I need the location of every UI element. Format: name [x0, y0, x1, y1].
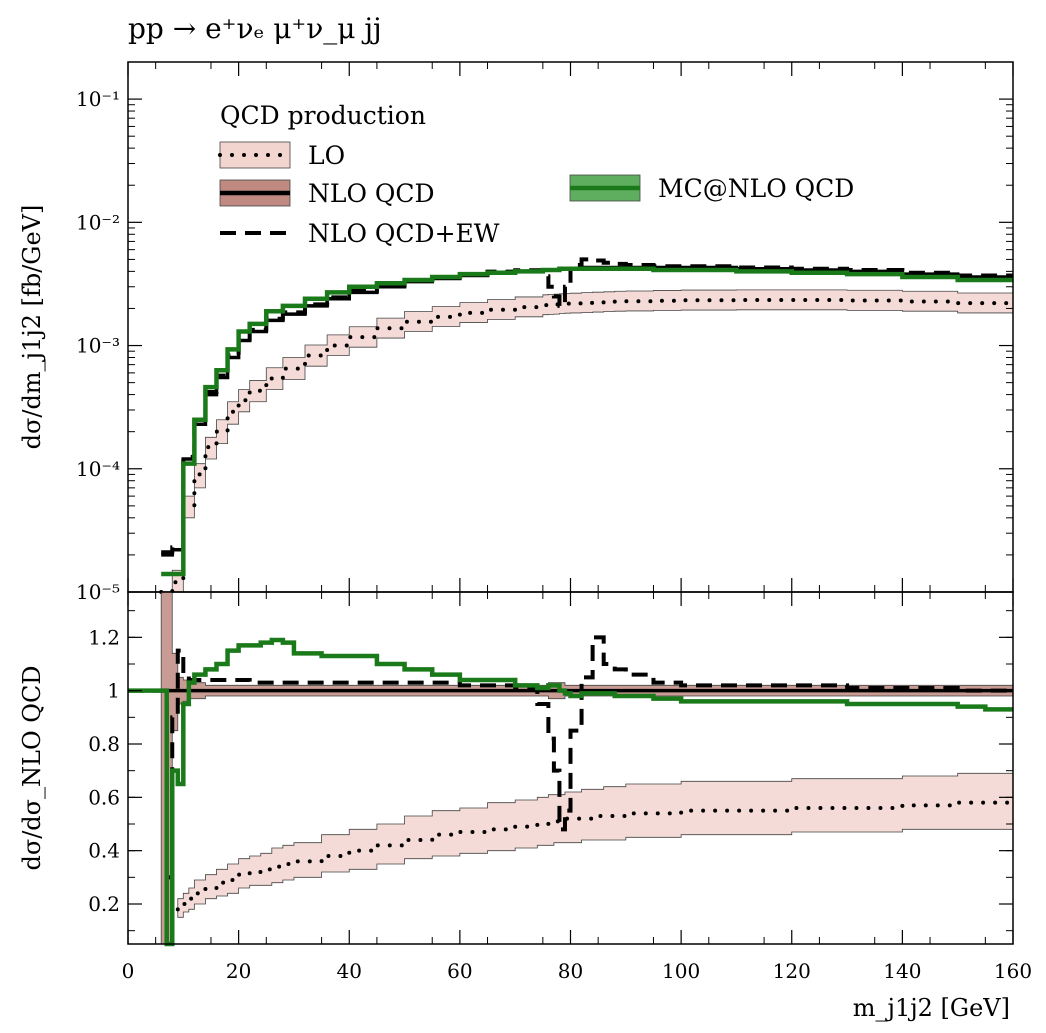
legend-title: QCD production [220, 101, 426, 130]
legend-entry-nlo-qcd-ew: NLO QCD+EW [220, 219, 500, 248]
line-mc-nlo-qcd [161, 266, 1013, 577]
main-ytick-label: 10⁻⁵ [76, 580, 120, 604]
xtick-label: 40 [337, 959, 362, 983]
legend-entries: LO NLO QCD NLO QCD+EW MC@NLO QCD [218, 141, 854, 248]
main-yticks: 10⁻⁵ 10⁻⁴ 10⁻³ 10⁻² 10⁻¹ [76, 61, 1013, 604]
legend-entry-nlo-qcd: NLO QCD [219, 179, 435, 208]
legend-label: MC@NLO QCD [658, 174, 854, 203]
ratio-ytick-label: 0.6 [88, 785, 120, 809]
band-lo [177, 772, 1014, 918]
xtick-label: 140 [883, 959, 921, 983]
main-panel: 10⁻⁵ 10⁻⁴ 10⁻³ 10⁻² 10⁻¹ dσ/dm_j1j2 [fb/GeV] [18, 61, 1015, 604]
xtick-label: 0 [122, 959, 135, 983]
ratio-ytick-label: 1 [107, 679, 120, 703]
ratio-ylabel: dσ/dσ_NLO QCD [18, 665, 46, 870]
main-ytick-label: 10⁻³ [76, 334, 120, 358]
main-ytick-label: 10⁻² [76, 210, 120, 234]
ratio-ytick-label: 0.4 [88, 839, 120, 863]
line-nlo-qcd-ew [128, 635, 1013, 880]
band-lo [161, 289, 1014, 593]
xtick-label: 60 [447, 959, 472, 983]
ratio-yticks: 0.2 0.4 0.6 0.8 1 1.2 [88, 610, 1013, 932]
ratio-ytick-label: 1.2 [88, 625, 120, 649]
main-ytick-label: 10⁻¹ [76, 87, 120, 111]
xtick-label: 160 [994, 959, 1032, 983]
legend-label: NLO QCD [308, 179, 435, 208]
legend-entry-mc-nlo-qcd: MC@NLO QCD [569, 174, 854, 203]
main-lines [159, 257, 1015, 594]
xtick-label: 120 [773, 959, 811, 983]
chart-title: pp → e⁺νₑ μ⁺ν_μ jj [128, 12, 382, 45]
main-bands [161, 289, 1014, 593]
x-axis-label: m_j1j2 [GeV] [853, 994, 1010, 1022]
x-ticks: 0 20 40 60 80 100 120 140 160 [122, 62, 1032, 983]
legend-entry-lo: LO [218, 141, 345, 170]
line-mc-nlo-qcd [128, 637, 1013, 947]
ratio-panel: 0.2 0.4 0.6 0.8 1 1.2 0 20 40 60 80 100 120 140 160 d… [18, 62, 1032, 1022]
main-ytick-label: 10⁻⁴ [76, 457, 120, 481]
xtick-label: 80 [558, 959, 583, 983]
line-lo [159, 298, 1015, 594]
legend-label: LO [308, 141, 345, 170]
ratio-lines [128, 635, 1015, 947]
ratio-ytick-label: 0.2 [88, 892, 120, 916]
xtick-label: 100 [662, 959, 700, 983]
ratio-ytick-label: 0.8 [88, 732, 120, 756]
main-frame [127, 61, 1014, 593]
legend-label: NLO QCD+EW [308, 219, 500, 248]
main-ylabel: dσ/dm_j1j2 [fb/GeV] [18, 205, 46, 450]
xtick-label: 20 [226, 959, 251, 983]
legend: QCD production LO NLO QCD NLO QCD+EW MC@NLO… [218, 101, 854, 248]
